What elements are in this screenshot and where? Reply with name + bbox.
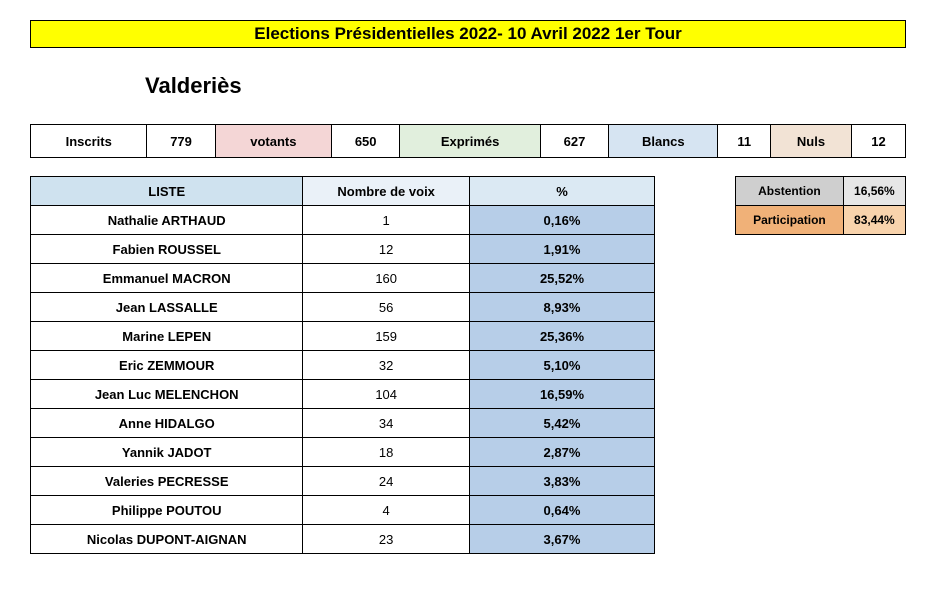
candidate-pct: 5,42%: [469, 409, 654, 438]
table-row: Nicolas DUPONT-AIGNAN233,67%: [31, 525, 655, 554]
inscrits-value: 779: [147, 125, 215, 158]
exprimes-value: 627: [540, 125, 608, 158]
candidate-voix: 12: [303, 235, 469, 264]
nuls-label: Nuls: [771, 125, 852, 158]
table-row: Emmanuel MACRON16025,52%: [31, 264, 655, 293]
candidate-name: Valeries PECRESSE: [31, 467, 303, 496]
results-table: LISTE Nombre de voix % Nathalie ARTHAUD1…: [30, 176, 655, 554]
candidate-pct: 25,36%: [469, 322, 654, 351]
exprimes-label: Exprimés: [400, 125, 541, 158]
candidate-pct: 1,91%: [469, 235, 654, 264]
candidate-pct: 3,67%: [469, 525, 654, 554]
candidate-name: Philippe POUTOU: [31, 496, 303, 525]
candidate-name: Marine LEPEN: [31, 322, 303, 351]
candidate-voix: 159: [303, 322, 469, 351]
candidate-voix: 56: [303, 293, 469, 322]
page-title: Elections Présidentielles 2022- 10 Avril…: [30, 20, 906, 48]
candidate-voix: 24: [303, 467, 469, 496]
header-pct: %: [469, 177, 654, 206]
candidate-pct: 5,10%: [469, 351, 654, 380]
blancs-label: Blancs: [609, 125, 718, 158]
candidate-voix: 18: [303, 438, 469, 467]
table-row: Philippe POUTOU40,64%: [31, 496, 655, 525]
table-row: Nathalie ARTHAUD10,16%: [31, 206, 655, 235]
table-row: Fabien ROUSSEL121,91%: [31, 235, 655, 264]
header-liste: LISTE: [31, 177, 303, 206]
commune-name: Valderiès: [145, 73, 906, 99]
participation-value: 83,44%: [843, 206, 905, 235]
table-row: Anne HIDALGO345,42%: [31, 409, 655, 438]
summary-table: Inscrits 779 votants 650 Exprimés 627 Bl…: [30, 124, 906, 158]
candidate-pct: 16,59%: [469, 380, 654, 409]
candidate-pct: 2,87%: [469, 438, 654, 467]
candidate-voix: 34: [303, 409, 469, 438]
table-row: Eric ZEMMOUR325,10%: [31, 351, 655, 380]
candidate-pct: 8,93%: [469, 293, 654, 322]
candidate-voix: 1: [303, 206, 469, 235]
candidate-name: Nicolas DUPONT-AIGNAN: [31, 525, 303, 554]
candidate-name: Anne HIDALGO: [31, 409, 303, 438]
table-row: Yannik JADOT182,87%: [31, 438, 655, 467]
table-row: Jean Luc MELENCHON10416,59%: [31, 380, 655, 409]
header-voix: Nombre de voix: [303, 177, 469, 206]
table-row: Jean LASSALLE568,93%: [31, 293, 655, 322]
candidate-pct: 0,16%: [469, 206, 654, 235]
candidate-voix: 104: [303, 380, 469, 409]
abstention-value: 16,56%: [843, 177, 905, 206]
inscrits-label: Inscrits: [31, 125, 147, 158]
votants-label: votants: [215, 125, 331, 158]
candidate-name: Emmanuel MACRON: [31, 264, 303, 293]
table-row: Valeries PECRESSE243,83%: [31, 467, 655, 496]
candidate-name: Fabien ROUSSEL: [31, 235, 303, 264]
participation-label: Participation: [736, 206, 844, 235]
participation-table: Abstention 16,56% Participation 83,44%: [735, 176, 906, 235]
candidate-voix: 4: [303, 496, 469, 525]
blancs-value: 11: [718, 125, 771, 158]
nuls-value: 12: [851, 125, 905, 158]
table-row: Marine LEPEN15925,36%: [31, 322, 655, 351]
candidate-name: Nathalie ARTHAUD: [31, 206, 303, 235]
candidate-pct: 3,83%: [469, 467, 654, 496]
candidate-pct: 25,52%: [469, 264, 654, 293]
candidate-voix: 160: [303, 264, 469, 293]
candidate-voix: 32: [303, 351, 469, 380]
candidate-voix: 23: [303, 525, 469, 554]
candidate-name: Yannik JADOT: [31, 438, 303, 467]
abstention-label: Abstention: [736, 177, 844, 206]
candidate-name: Eric ZEMMOUR: [31, 351, 303, 380]
votants-value: 650: [332, 125, 400, 158]
candidate-pct: 0,64%: [469, 496, 654, 525]
candidate-name: Jean LASSALLE: [31, 293, 303, 322]
candidate-name: Jean Luc MELENCHON: [31, 380, 303, 409]
